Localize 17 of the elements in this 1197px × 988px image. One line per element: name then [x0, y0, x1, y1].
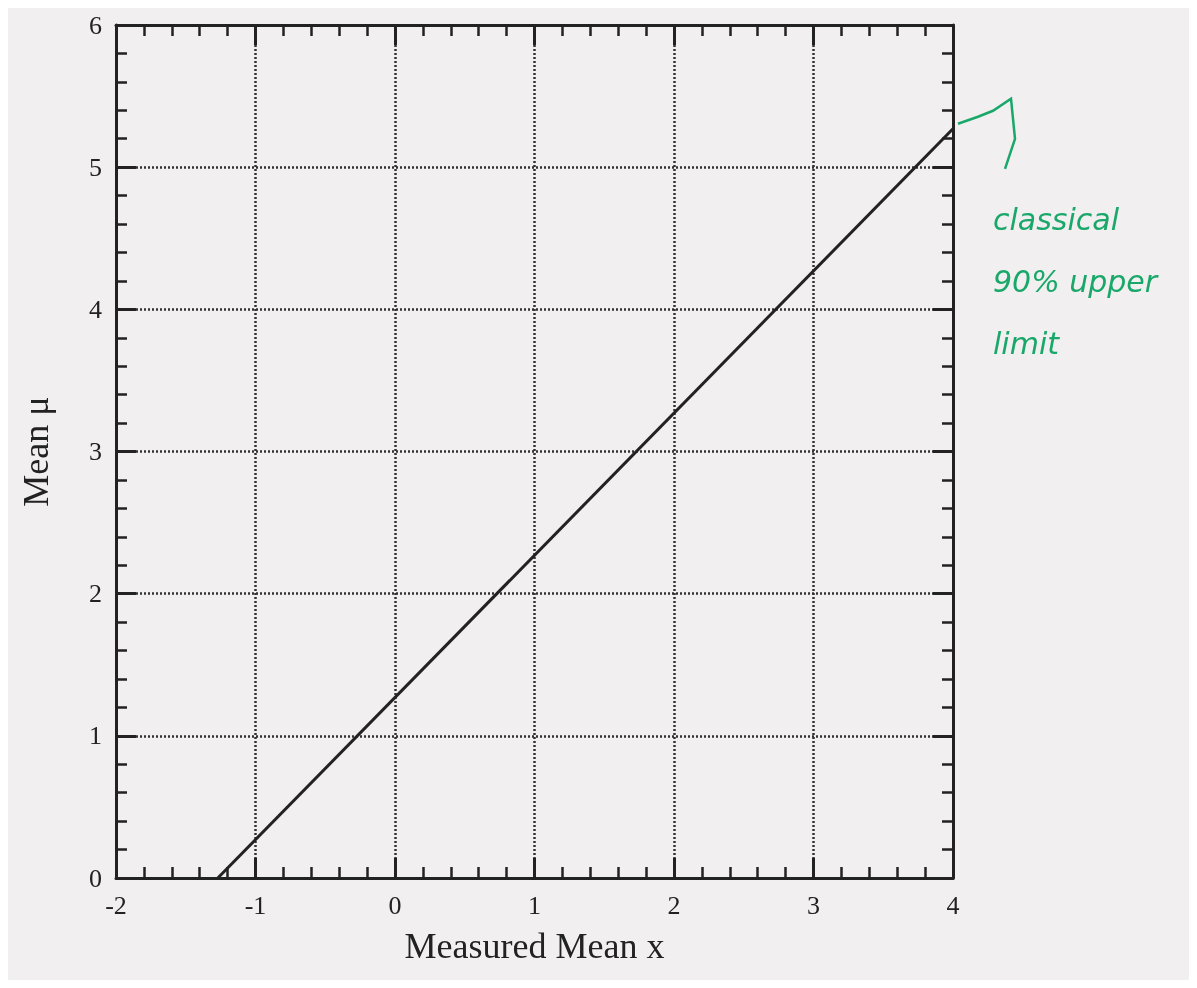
y-tick-label: 6 — [89, 10, 102, 40]
x-tick-label: 3 — [807, 890, 820, 920]
x-axis-title: Measured Mean x — [404, 926, 665, 966]
y-tick-label: 3 — [89, 437, 102, 466]
y-tick-label: 2 — [89, 579, 102, 609]
x-tick-label: 2 — [667, 890, 681, 920]
x-tick-label: -1 — [244, 890, 267, 920]
x-tick-label: 1 — [528, 890, 541, 920]
y-tick-label: 4 — [89, 294, 102, 324]
x-tick-label: -2 — [105, 890, 127, 920]
y-tick-label: 5 — [89, 152, 102, 182]
y-tick-label: 1 — [89, 721, 102, 751]
annotation: classical 90% upper limit — [993, 202, 1159, 362]
y-tick-label: 0 — [89, 863, 102, 893]
y-axis-title: Mean μ — [16, 396, 56, 507]
x-tick-label: 4 — [946, 890, 960, 920]
x-tick-label: 0 — [388, 890, 402, 920]
